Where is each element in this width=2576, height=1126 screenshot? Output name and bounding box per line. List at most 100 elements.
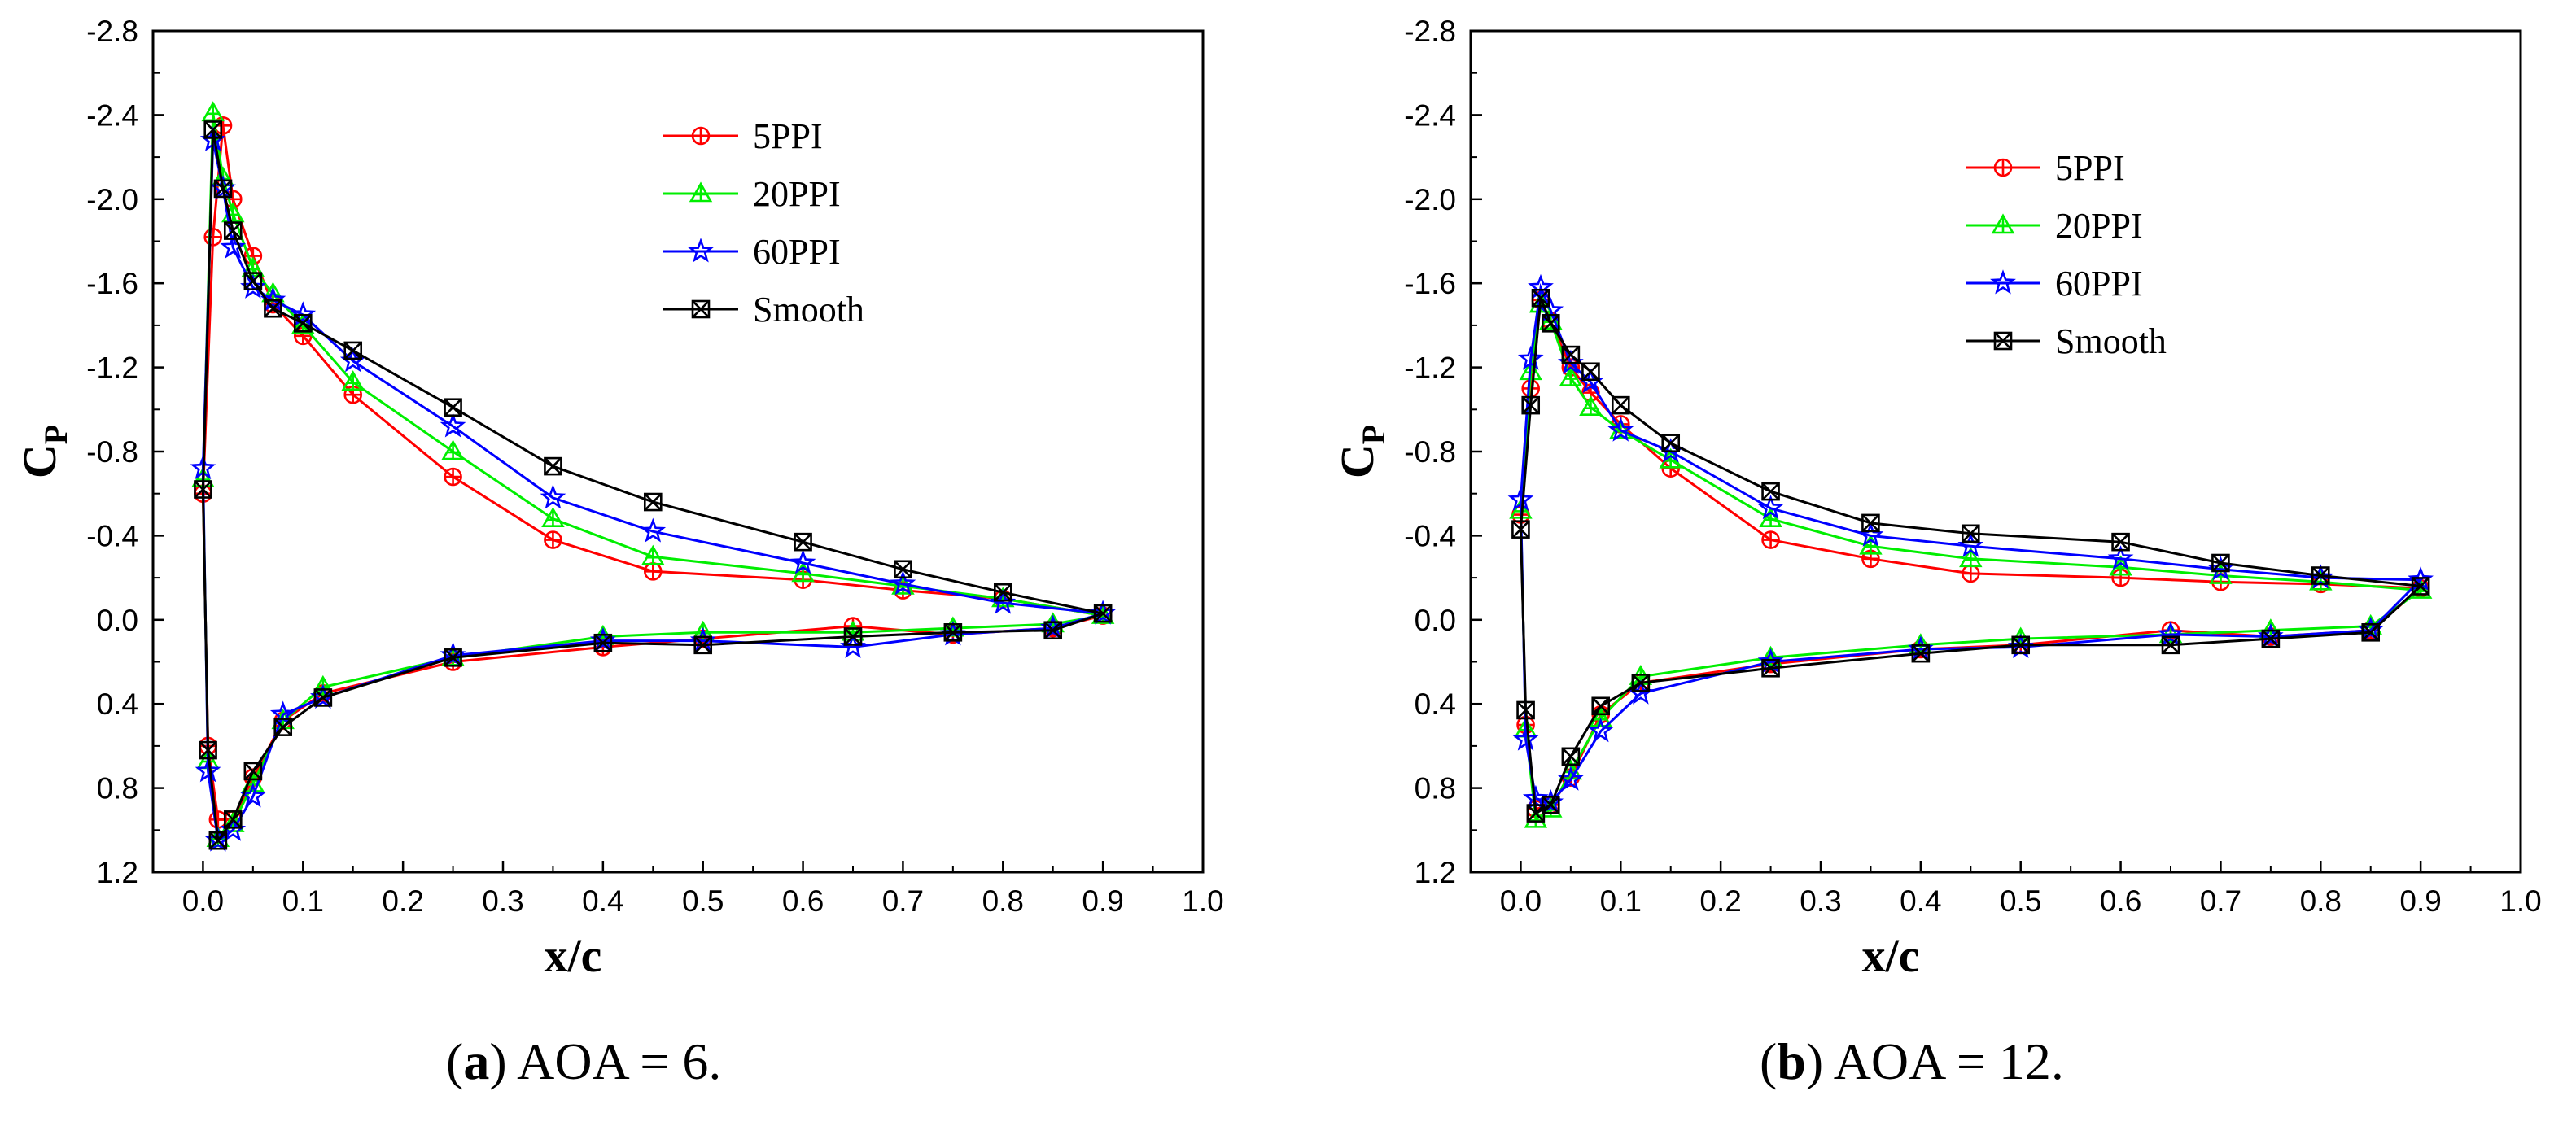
data-point <box>208 810 228 829</box>
caption-b-text: AOA = 12. <box>1833 1032 2064 1090</box>
series-line <box>201 129 1108 844</box>
data-point <box>444 648 462 667</box>
x-tick-label: 0.8 <box>2300 884 2342 918</box>
data-point <box>1957 532 1984 557</box>
data-point <box>201 101 225 122</box>
data-point <box>1591 696 1611 716</box>
data-point <box>843 627 863 646</box>
legend-marker <box>1991 213 2015 234</box>
caption-a: (a) AOA = 6. <box>446 1032 722 1090</box>
data-point <box>243 762 263 781</box>
y-axis-title-sub: P <box>1355 425 1392 444</box>
y-tick-label: -0.4 <box>86 519 138 552</box>
data-point <box>1607 417 1634 442</box>
data-point <box>1631 674 1651 692</box>
legend-label: 60PPI <box>2055 264 2143 303</box>
data-point <box>343 341 363 360</box>
x-tick-label: 0.2 <box>1699 884 1741 918</box>
x-tick-label: 0.5 <box>682 884 724 918</box>
x-tick-label: 0.4 <box>582 884 623 918</box>
x-axis-title: x/c <box>545 929 602 982</box>
data-point <box>1857 522 1884 547</box>
series-60ppi <box>190 126 1117 852</box>
x-tick-label: 0.9 <box>1082 884 1123 918</box>
series-60ppi <box>1507 273 2434 814</box>
x-tick-label: 0.3 <box>1800 884 1841 918</box>
data-point <box>993 583 1012 602</box>
y-tick-label: 0.0 <box>97 604 138 637</box>
data-point <box>1757 648 1784 673</box>
data-point <box>643 492 663 512</box>
data-point <box>1521 395 1541 415</box>
x-tick-label: 0.8 <box>982 884 1024 918</box>
data-point <box>2361 623 2381 642</box>
legend-label: 20PPI <box>753 174 841 214</box>
data-point <box>213 179 233 199</box>
x-tick-label: 0.6 <box>2100 884 2141 918</box>
x-tick-label: 0.2 <box>382 884 423 918</box>
caption-a-text: AOA = 6. <box>517 1032 722 1090</box>
data-point <box>341 370 365 391</box>
data-point <box>293 314 313 333</box>
series-5ppi <box>194 116 1113 829</box>
y-tick-label: -0.8 <box>1404 435 1456 469</box>
series-20ppi <box>191 101 1115 847</box>
plot-frame <box>1469 29 2522 874</box>
data-point <box>1561 345 1581 364</box>
data-point <box>2311 566 2330 585</box>
series-line <box>201 112 1104 841</box>
legend-entry: Smooth <box>1966 321 2167 361</box>
data-point <box>593 633 613 652</box>
data-point <box>1911 644 1931 663</box>
y-axis-title: CP <box>1331 425 1392 478</box>
data-point <box>194 480 212 499</box>
series-line <box>1519 300 2425 823</box>
data-point <box>444 467 462 487</box>
data-point <box>643 562 663 581</box>
legend-label: 20PPI <box>2055 206 2143 246</box>
data-point <box>1512 726 1539 751</box>
data-point <box>1757 495 1784 520</box>
data-point <box>243 272 263 290</box>
data-point <box>223 810 243 829</box>
x-tick-label: 0.0 <box>1500 884 1542 918</box>
series-line <box>201 140 1104 843</box>
legend-marker <box>1990 269 2016 295</box>
y-tick-label: -1.6 <box>86 267 138 300</box>
data-point <box>1517 345 1544 370</box>
legend-marker <box>1993 158 2013 177</box>
y-tick-label: 1.2 <box>1415 856 1456 889</box>
y-tick-label: -2.4 <box>1404 98 1456 132</box>
series-smooth <box>194 120 1113 850</box>
y-tick-label: 0.4 <box>1415 687 1456 721</box>
y-tick-label: -2.0 <box>86 183 138 216</box>
x-tick-label: 0.4 <box>1900 884 1941 918</box>
x-tick-label: 1.0 <box>2499 884 2541 918</box>
data-point <box>444 398 462 417</box>
data-point <box>2211 553 2230 573</box>
data-point <box>789 549 816 574</box>
legend-entry: Smooth <box>663 290 864 330</box>
data-point <box>2011 635 2031 655</box>
y-tick-label: -0.4 <box>1404 519 1456 552</box>
legend-marker <box>688 238 714 263</box>
data-point <box>441 439 465 460</box>
y-tick-label: 0.4 <box>97 687 138 721</box>
data-point <box>1507 486 1534 511</box>
data-point <box>2111 532 2130 552</box>
data-point <box>943 623 963 642</box>
data-point <box>2408 566 2434 591</box>
data-point <box>794 532 812 552</box>
y-tick-label: 1.2 <box>97 856 138 889</box>
legend-marker <box>689 181 713 203</box>
y-tick-label: -2.0 <box>1404 183 1456 216</box>
svg-text:CP: CP <box>13 425 74 478</box>
legend-entry: 5PPI <box>663 116 823 156</box>
series-smooth <box>1511 288 2430 823</box>
y-tick-label: -1.2 <box>1404 351 1456 385</box>
data-point <box>1541 314 1560 333</box>
legend-entry: 20PPI <box>663 174 841 214</box>
data-point <box>540 484 566 509</box>
data-point <box>239 783 266 808</box>
legend-entry: 20PPI <box>1966 206 2143 246</box>
